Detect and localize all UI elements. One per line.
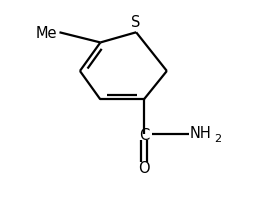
Text: Me: Me: [35, 26, 57, 41]
Text: O: O: [138, 160, 150, 175]
Text: 2: 2: [214, 133, 221, 143]
Text: C: C: [139, 127, 149, 142]
Text: S: S: [132, 15, 141, 30]
Text: NH: NH: [190, 125, 212, 140]
